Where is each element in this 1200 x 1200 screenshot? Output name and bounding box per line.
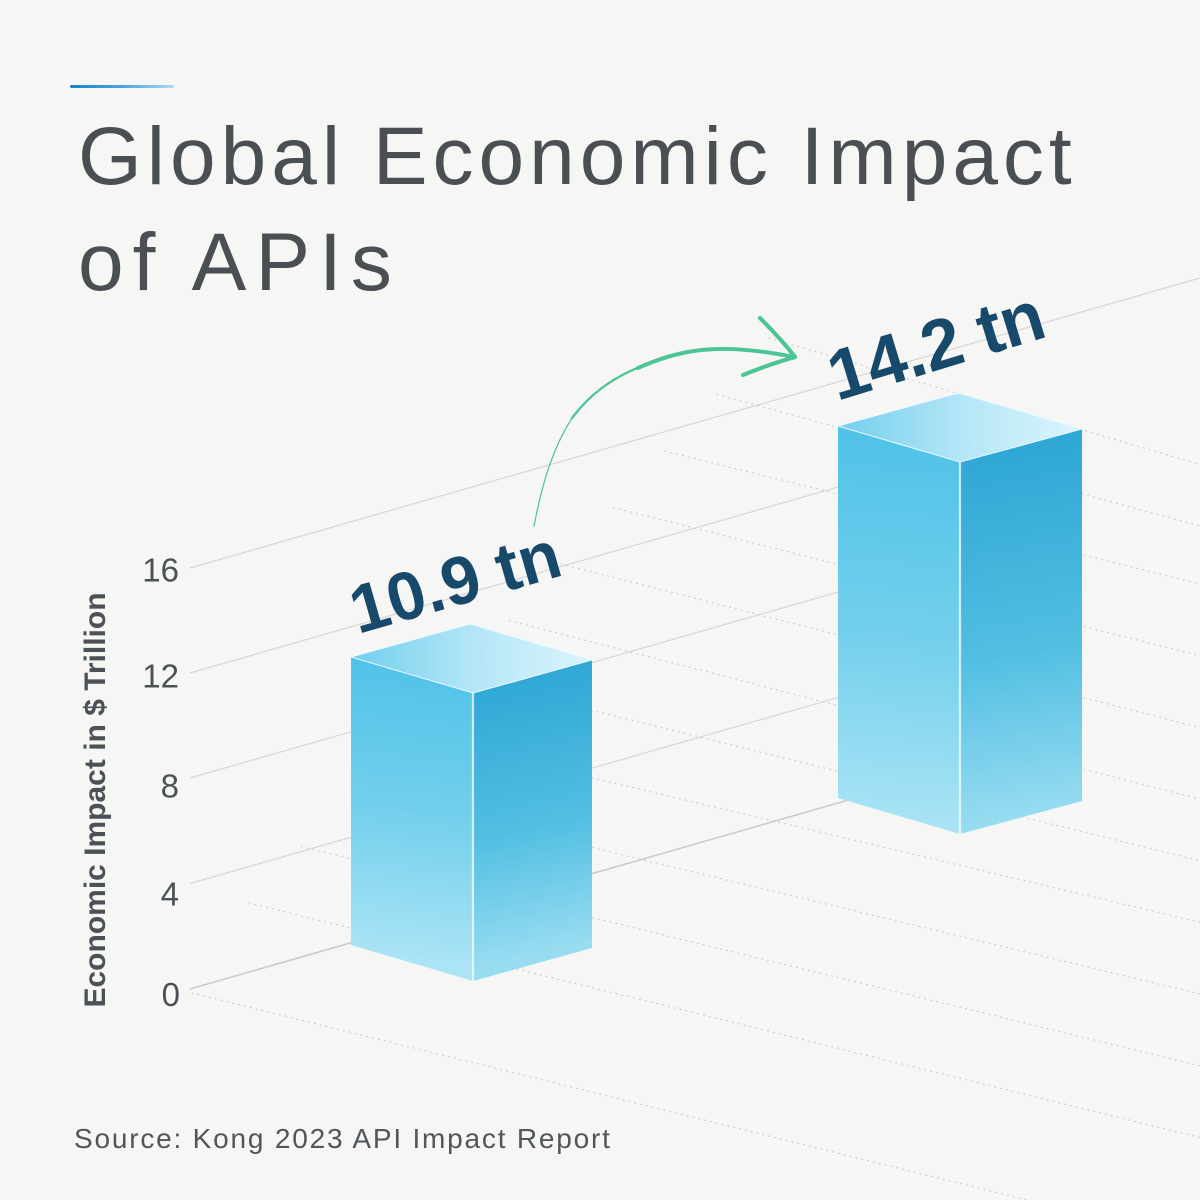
svg-text:Economic Impact in $ Trillion: Economic Impact in $ Trillion	[79, 592, 112, 1007]
svg-text:12: 12	[142, 657, 179, 694]
svg-text:14.2 tn: 14.2 tn	[819, 276, 1054, 416]
svg-text:4: 4	[161, 876, 179, 913]
svg-text:16: 16	[142, 552, 179, 589]
svg-text:8: 8	[161, 768, 179, 805]
svg-text:0: 0	[162, 976, 180, 1013]
